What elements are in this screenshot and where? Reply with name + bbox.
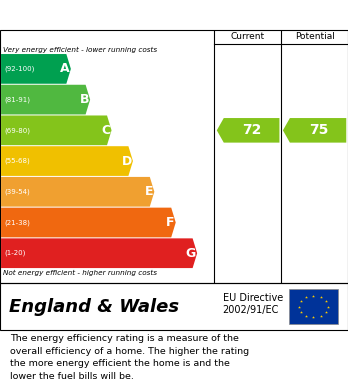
- Polygon shape: [1, 239, 197, 268]
- Text: 75: 75: [309, 123, 329, 137]
- Text: (1-20): (1-20): [4, 250, 25, 256]
- Text: Not energy efficient - higher running costs: Not energy efficient - higher running co…: [3, 270, 158, 276]
- Text: (92-100): (92-100): [4, 66, 34, 72]
- Text: The energy efficiency rating is a measure of the
overall efficiency of a home. T: The energy efficiency rating is a measur…: [10, 334, 250, 381]
- Polygon shape: [217, 118, 279, 143]
- Polygon shape: [1, 54, 71, 84]
- Text: E: E: [145, 185, 153, 198]
- Polygon shape: [1, 146, 133, 176]
- Text: (21-38): (21-38): [4, 219, 30, 226]
- Text: (69-80): (69-80): [4, 127, 30, 134]
- Text: (55-68): (55-68): [4, 158, 30, 164]
- Text: B: B: [80, 93, 89, 106]
- Text: Current: Current: [230, 32, 265, 41]
- Text: Very energy efficient - lower running costs: Very energy efficient - lower running co…: [3, 47, 158, 52]
- Text: EU Directive
2002/91/EC: EU Directive 2002/91/EC: [223, 293, 283, 316]
- Polygon shape: [1, 85, 90, 115]
- Polygon shape: [1, 115, 111, 145]
- Text: England & Wales: England & Wales: [9, 298, 179, 316]
- Text: A: A: [60, 63, 70, 75]
- Text: (39-54): (39-54): [4, 188, 30, 195]
- Text: C: C: [101, 124, 111, 137]
- Text: F: F: [166, 216, 175, 229]
- Polygon shape: [1, 208, 176, 237]
- Text: Energy Efficiency Rating: Energy Efficiency Rating: [9, 7, 230, 23]
- Bar: [289, 289, 338, 325]
- Text: Potential: Potential: [295, 32, 334, 41]
- Polygon shape: [283, 118, 346, 143]
- Text: 72: 72: [243, 123, 262, 137]
- Polygon shape: [1, 177, 154, 206]
- Text: D: D: [122, 154, 132, 168]
- Text: (81-91): (81-91): [4, 96, 30, 103]
- Text: G: G: [186, 247, 196, 260]
